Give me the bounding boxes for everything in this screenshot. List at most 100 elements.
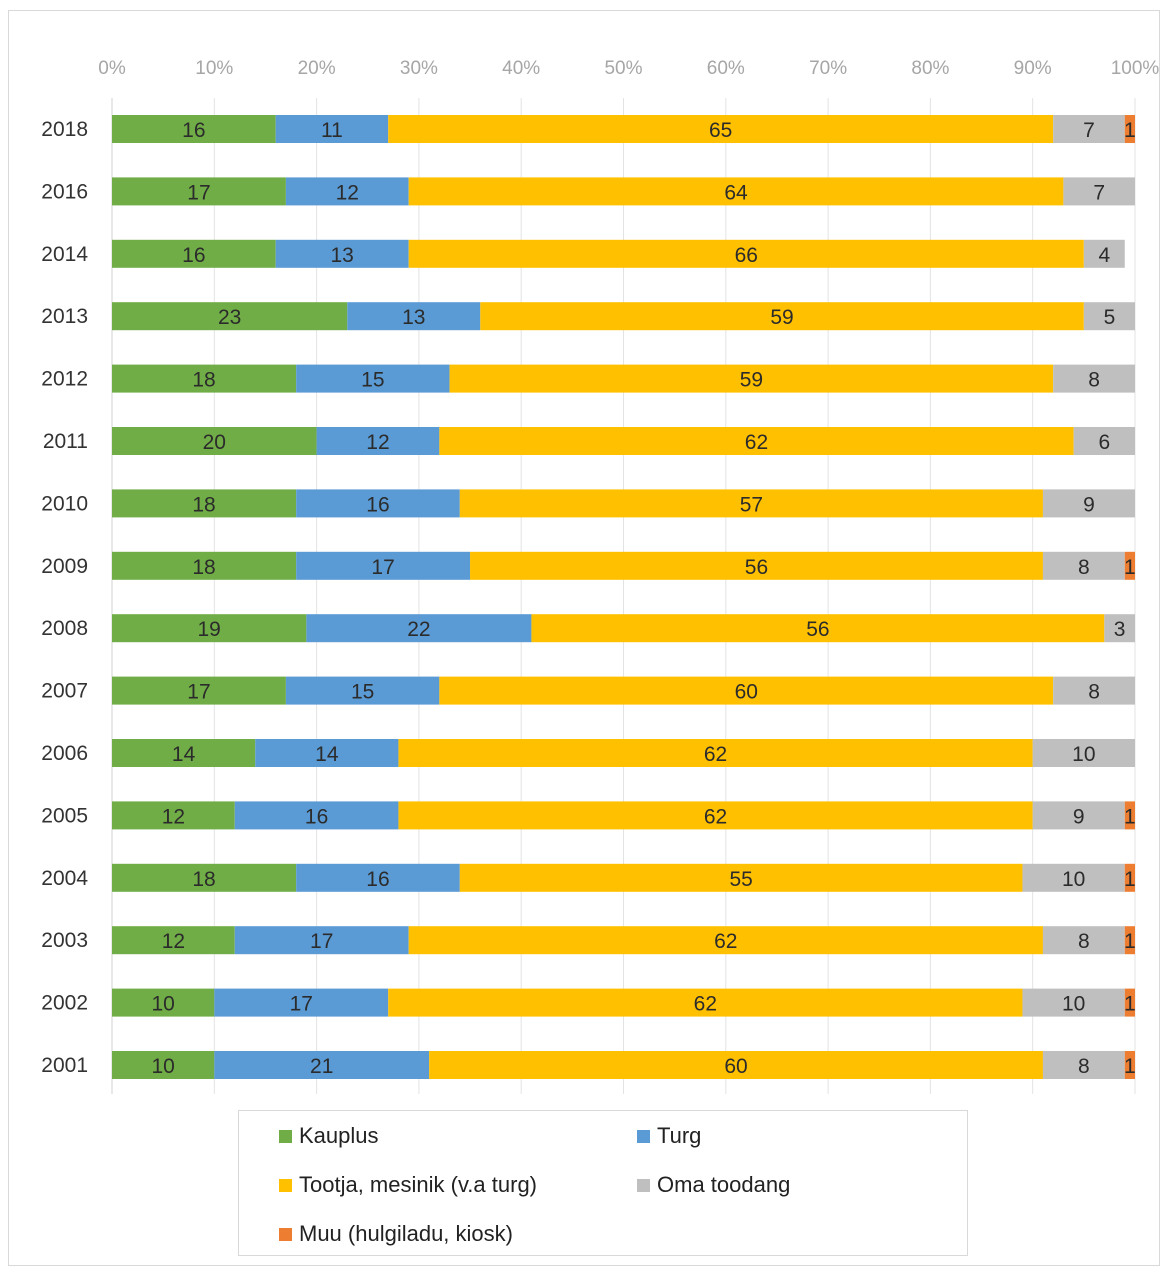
data-label: 4 [1098, 244, 1110, 267]
bar-segment [1063, 177, 1135, 206]
bar-segment [296, 551, 471, 580]
x-tick-label: 40% [502, 58, 540, 79]
category-label: 2010 [41, 492, 88, 515]
bar-segment [1042, 1051, 1125, 1079]
bar-segment [1042, 551, 1125, 580]
data-label: 16 [182, 244, 205, 267]
legend-label: Muu (hulgiladu, kiosk) [299, 1221, 513, 1246]
bar-segment [1083, 302, 1135, 331]
bar-segment [112, 551, 297, 580]
bar-segment [1124, 988, 1135, 1017]
bar-segment [1053, 676, 1135, 705]
data-label: 65 [709, 119, 732, 142]
bar-segment [1124, 115, 1135, 143]
bar-segment [1053, 364, 1135, 393]
category-label: 2003 [41, 929, 88, 952]
category-label: 2013 [41, 305, 88, 328]
category-label: 2018 [41, 118, 88, 141]
bar-segment [112, 676, 286, 705]
x-tick-label: 20% [298, 58, 336, 79]
legend-swatch [637, 1129, 650, 1143]
data-label: 18 [192, 556, 215, 579]
x-tick-label: 30% [400, 58, 438, 79]
bar-segment [112, 739, 256, 767]
bar-segment [1053, 115, 1125, 143]
data-label: 11 [321, 119, 343, 142]
x-tick-label: 90% [1014, 58, 1052, 79]
bar-segment [112, 801, 235, 830]
data-label: 16 [366, 493, 389, 516]
bar-segment [285, 676, 440, 705]
bar-segment [1073, 427, 1135, 455]
data-label: 12 [366, 431, 389, 454]
data-label: 21 [310, 1055, 333, 1078]
data-label: 10 [1072, 743, 1095, 766]
data-label: 59 [770, 306, 793, 329]
data-label: 19 [198, 618, 221, 641]
bar-segment [1124, 863, 1135, 892]
data-label: 17 [290, 993, 313, 1016]
data-label: 56 [745, 556, 768, 579]
data-label: 17 [187, 681, 210, 704]
legend-label: Turg [657, 1123, 702, 1148]
legend-swatch [279, 1178, 292, 1192]
data-label: 1 [1124, 556, 1136, 579]
bar-segment [112, 489, 297, 518]
data-label: 57 [740, 493, 763, 516]
bar-segment [1032, 739, 1135, 767]
category-label: 2005 [41, 804, 88, 827]
bar-segment [112, 115, 276, 143]
bar-segment [1022, 863, 1125, 892]
bar-segment [255, 739, 399, 767]
data-label: 60 [724, 1055, 747, 1078]
data-label: 12 [336, 181, 359, 204]
data-label: 1 [1124, 868, 1136, 891]
data-label: 17 [310, 930, 333, 953]
category-label: 2016 [41, 180, 88, 203]
data-label: 3 [1114, 618, 1126, 641]
bar-segment [214, 988, 389, 1017]
bar-segment [112, 863, 297, 892]
bar-segment [408, 239, 1084, 268]
data-label: 1 [1124, 930, 1136, 953]
bar-segment [214, 1051, 430, 1079]
bar-segment [112, 1051, 215, 1079]
bar-segment [388, 115, 1054, 143]
legend-item: Tootja, mesinik (v.a turg) [279, 1172, 537, 1198]
data-label: 64 [724, 181, 748, 204]
category-label: 2011 [43, 430, 88, 453]
category-label: 2007 [41, 680, 88, 703]
stacked-bar-chart: 0% 10% 20% 30% 40% 50% 60% 70% 80% 90% 100% 201820… [41, 58, 1159, 1094]
bar-segment [1032, 801, 1125, 830]
data-label: 10 [151, 993, 174, 1016]
data-label: 62 [704, 805, 727, 828]
data-label: 16 [305, 805, 328, 828]
x-tick-label: 0% [98, 58, 126, 79]
legend-item: Turg [637, 1123, 701, 1149]
legend-swatch [279, 1227, 292, 1241]
data-label: 7 [1093, 181, 1105, 204]
data-label: 14 [172, 743, 196, 766]
data-label: 23 [218, 306, 241, 329]
category-label: 2012 [41, 368, 88, 391]
data-label: 5 [1104, 306, 1116, 329]
bars [112, 115, 1135, 1079]
bar-segment [439, 427, 1074, 455]
x-axis-ticks: 0% 10% 20% 30% 40% 50% 60% 70% 80% 90% 100% [98, 58, 1159, 79]
bar-segment [112, 988, 215, 1017]
category-label: 2006 [41, 742, 88, 765]
data-label: 62 [694, 993, 717, 1016]
bar-segment [388, 988, 1023, 1017]
data-label: 13 [402, 306, 425, 329]
bar-segment [296, 489, 460, 518]
bar-segment [398, 801, 1033, 830]
data-label: 56 [806, 618, 829, 641]
data-labels: 16 11 65 7 117 12 64 716 13 66 423 13 59 518 15 59 820 12… [151, 119, 1135, 1078]
data-label: 15 [351, 681, 374, 704]
bar-segment [234, 926, 409, 955]
data-label: 8 [1088, 681, 1100, 704]
bar-segment [398, 739, 1033, 767]
data-label: 59 [740, 369, 763, 392]
bar-segment [408, 926, 1043, 955]
data-label: 13 [330, 244, 353, 267]
